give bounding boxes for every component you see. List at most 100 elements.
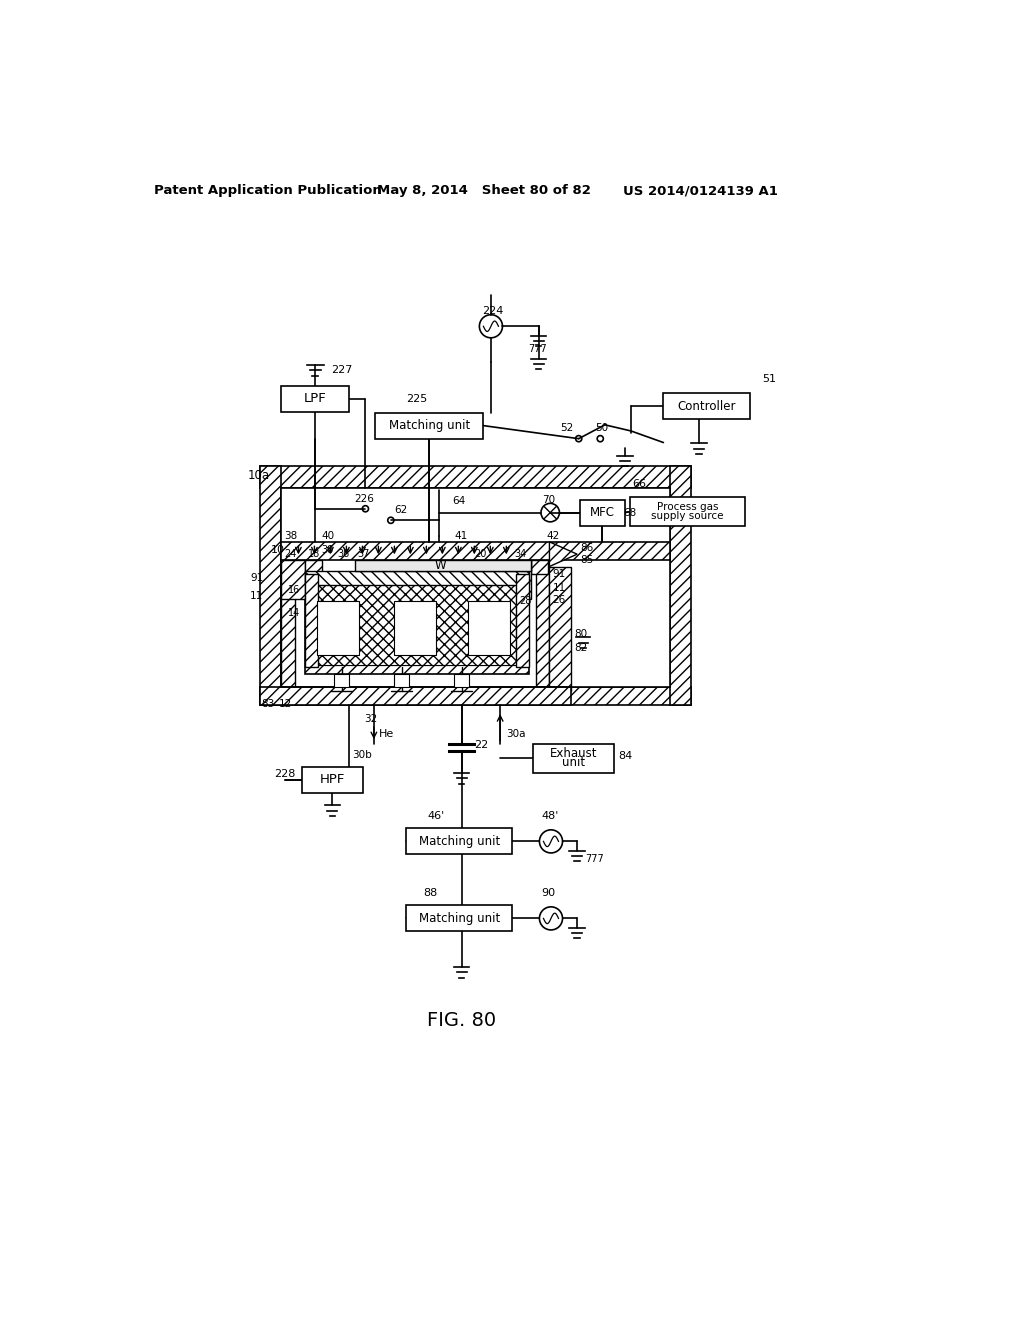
Bar [355, 560, 531, 572]
Bar [282, 543, 670, 561]
Bar [468, 601, 510, 655]
Text: 86: 86 [581, 543, 594, 553]
Bar [282, 385, 349, 412]
Bar [407, 829, 512, 854]
Text: 51: 51 [762, 374, 776, 384]
Bar [282, 560, 304, 599]
Bar [304, 574, 318, 667]
Bar [316, 601, 359, 655]
Text: 70: 70 [543, 495, 556, 504]
Text: 28: 28 [519, 597, 531, 606]
Text: 227: 227 [331, 366, 352, 375]
Text: 82: 82 [574, 643, 588, 653]
Text: He: He [379, 730, 394, 739]
Text: 24: 24 [285, 549, 297, 560]
Text: May 8, 2014   Sheet 80 of 82: May 8, 2014 Sheet 80 of 82 [377, 185, 591, 197]
Bar [394, 675, 410, 686]
Text: 41: 41 [454, 531, 467, 541]
Bar [550, 566, 571, 692]
Text: 46': 46' [428, 810, 445, 821]
Bar [506, 560, 531, 599]
Text: 37: 37 [357, 549, 370, 560]
Text: 84: 84 [618, 751, 633, 760]
Bar [260, 466, 282, 705]
Text: 83: 83 [261, 698, 274, 709]
Bar [301, 767, 364, 793]
Text: 90: 90 [542, 888, 556, 898]
Bar [313, 583, 520, 665]
Text: 68: 68 [624, 508, 637, 517]
Text: supply source: supply source [651, 511, 724, 521]
Bar [630, 498, 745, 527]
Bar [531, 560, 548, 574]
Text: Matching unit: Matching unit [389, 418, 470, 432]
Text: 38: 38 [322, 545, 334, 554]
Text: W: W [435, 560, 446, 573]
Text: 228: 228 [273, 770, 295, 779]
Bar [394, 601, 436, 655]
Text: 34: 34 [514, 549, 526, 560]
Bar [532, 743, 614, 774]
Bar [664, 393, 750, 420]
Text: 20: 20 [474, 549, 486, 560]
Text: MFC: MFC [590, 506, 615, 519]
Text: Matching unit: Matching unit [419, 912, 500, 925]
Text: 18: 18 [307, 549, 319, 560]
Text: 91: 91 [553, 569, 566, 579]
Text: 16: 16 [288, 585, 300, 594]
Text: US 2014/0124139 A1: US 2014/0124139 A1 [624, 185, 778, 197]
Text: LPF: LPF [304, 392, 327, 405]
Bar [282, 560, 295, 692]
Text: 32: 32 [364, 714, 377, 723]
Text: 85: 85 [581, 554, 594, 565]
Bar [260, 686, 571, 705]
Text: 26: 26 [553, 595, 566, 606]
Bar [260, 466, 691, 488]
Bar [407, 906, 512, 932]
Text: 62: 62 [394, 506, 408, 515]
Text: 224: 224 [481, 306, 503, 315]
Text: 48': 48' [542, 810, 559, 821]
Text: Exhaust: Exhaust [550, 747, 597, 760]
Text: 66: 66 [633, 479, 646, 490]
Text: 36: 36 [337, 549, 349, 560]
Bar [313, 583, 520, 665]
Text: Controller: Controller [677, 400, 736, 413]
Text: 10: 10 [270, 545, 285, 554]
Bar [282, 488, 670, 686]
Bar [304, 574, 529, 675]
Text: 10a: 10a [248, 469, 269, 482]
Text: 14: 14 [288, 607, 300, 618]
Text: 22: 22 [474, 741, 488, 750]
Bar [260, 686, 691, 705]
Bar [515, 574, 529, 667]
Text: 88: 88 [423, 888, 437, 898]
Bar [536, 560, 550, 692]
Text: 40: 40 [322, 531, 335, 541]
Polygon shape [550, 543, 578, 566]
Text: 777: 777 [528, 345, 547, 354]
Text: 12: 12 [279, 698, 292, 709]
Bar [670, 466, 691, 705]
Text: FIG. 80: FIG. 80 [427, 1011, 497, 1031]
Text: unit: unit [562, 756, 585, 770]
Bar [454, 675, 469, 686]
Text: 38: 38 [285, 531, 298, 541]
Text: 777: 777 [585, 854, 603, 865]
Text: 91: 91 [250, 573, 263, 583]
Text: 42: 42 [547, 531, 559, 541]
Text: 11: 11 [250, 591, 263, 601]
Bar [304, 572, 529, 585]
Text: 11: 11 [553, 583, 566, 593]
Text: Matching unit: Matching unit [419, 834, 500, 847]
Bar [304, 560, 322, 574]
Bar [581, 499, 625, 525]
Text: 80: 80 [574, 630, 587, 639]
Text: 30a: 30a [506, 730, 525, 739]
Bar [376, 412, 483, 438]
Text: Patent Application Publication: Patent Application Publication [154, 185, 381, 197]
Bar [334, 675, 349, 686]
Text: 226: 226 [354, 494, 374, 504]
Text: 225: 225 [407, 395, 427, 404]
Text: 30b: 30b [352, 750, 372, 760]
